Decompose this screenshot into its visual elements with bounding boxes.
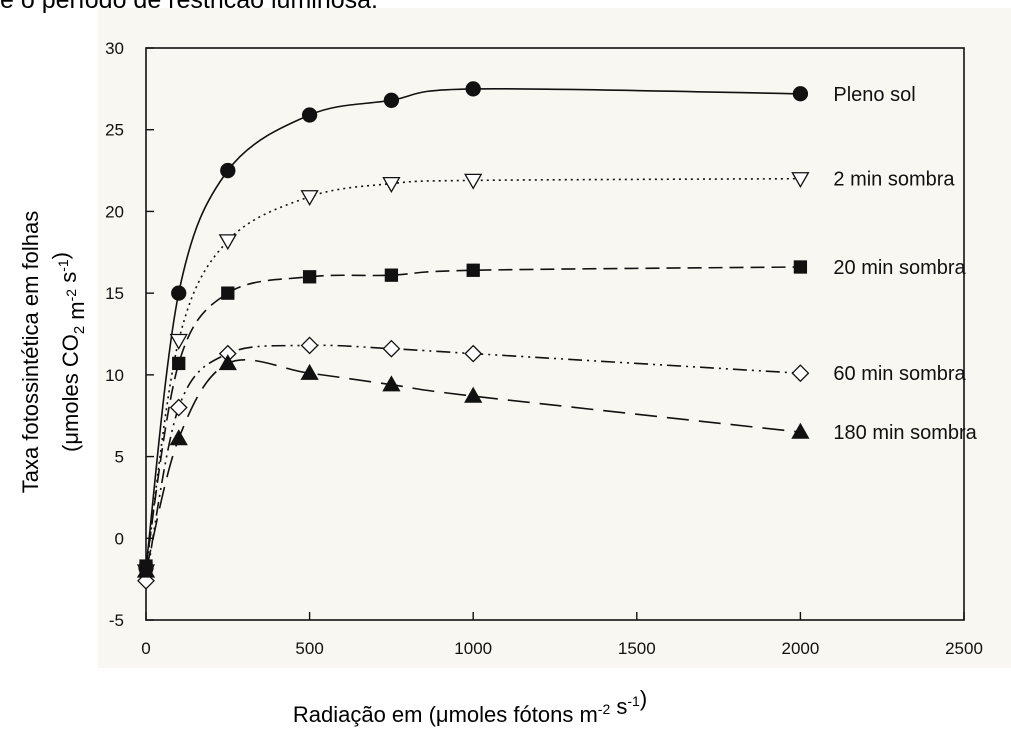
y-tick-label: 30 [105,39,124,58]
series-line-2 [145,177,801,572]
data-point-diamond [300,336,319,355]
y-axis-label-line-2: (μmoles CO2 m-2 s-1) [48,252,89,452]
series-labels: Pleno sol 2 min sombra 20 min sombra 60 min… [833,84,977,444]
series-lines [145,87,801,581]
series-label-4: 60 min sombra [833,363,966,385]
scanned-page-background [98,8,1011,668]
data-point-triangle-up [382,375,401,392]
series-markers [136,81,810,590]
data-point-triangle-up [464,386,483,403]
data-point-square [221,286,235,300]
series-label-3: 20 min sombra [833,257,966,279]
data-point-triangle-down [218,234,237,251]
data-point-square [793,260,808,274]
data-point-triangle-down [382,176,401,193]
series-label-2: 2 min sombra [833,169,955,191]
data-point-triangle-up [300,363,319,380]
data-point-square [172,356,186,371]
y-tick-label: 0 [115,529,124,548]
axes: -5 0 5 10 15 20 25 30 0 500 1000 1500 2000 2500 [105,39,983,658]
data-point-triangle-up [169,429,188,446]
x-tick-label: 1000 [454,639,492,658]
x-tick-label: 500 [295,639,323,658]
data-point-triangle-down [464,173,483,190]
x-tick-label: 2500 [945,639,983,658]
series-label-1: Pleno sol [833,84,915,106]
y-tick-label: 5 [115,448,124,467]
data-point-diamond [382,339,401,358]
data-point-circle [301,107,318,123]
data-point-diamond [169,398,188,417]
data-point-square [384,268,399,282]
x-axis-label: Radiação em (μmoles fótons m-2 s-1) [293,686,647,727]
data-point-triangle-down [169,333,188,350]
data-point-diamond [791,364,810,383]
series-line-3 [145,266,801,567]
y-tick-label: 20 [105,202,124,221]
series-label-5: 180 min sombra [833,422,977,444]
series-line-1 [145,87,801,568]
y-tick-label: -5 [109,611,124,630]
data-point-triangle-up [791,422,810,439]
x-tick-label: 1500 [618,639,656,658]
data-point-square [302,270,317,284]
y-axis-label-line-1: Taxa fotossintética em folhas [18,211,43,493]
data-point-circle [220,162,236,179]
y-tick-label: 15 [105,284,124,303]
data-point-circle [383,92,400,108]
x-tick-label: 2000 [781,639,819,658]
data-point-diamond [464,344,483,363]
data-point-triangle-up [136,561,156,578]
y-tick-label: 10 [105,366,124,385]
plot-frame [145,47,965,621]
data-point-circle [171,285,187,301]
data-point-square [466,263,480,277]
data-point-triangle-down [791,172,810,189]
data-point-triangle-down [300,190,319,207]
series-line-4 [145,344,801,581]
data-point-circle [465,81,481,97]
x-tick-label: 0 [141,639,150,658]
data-point-circle [792,86,809,102]
data-point-triangle-up [218,354,237,371]
y-tick-label: 25 [105,121,124,140]
